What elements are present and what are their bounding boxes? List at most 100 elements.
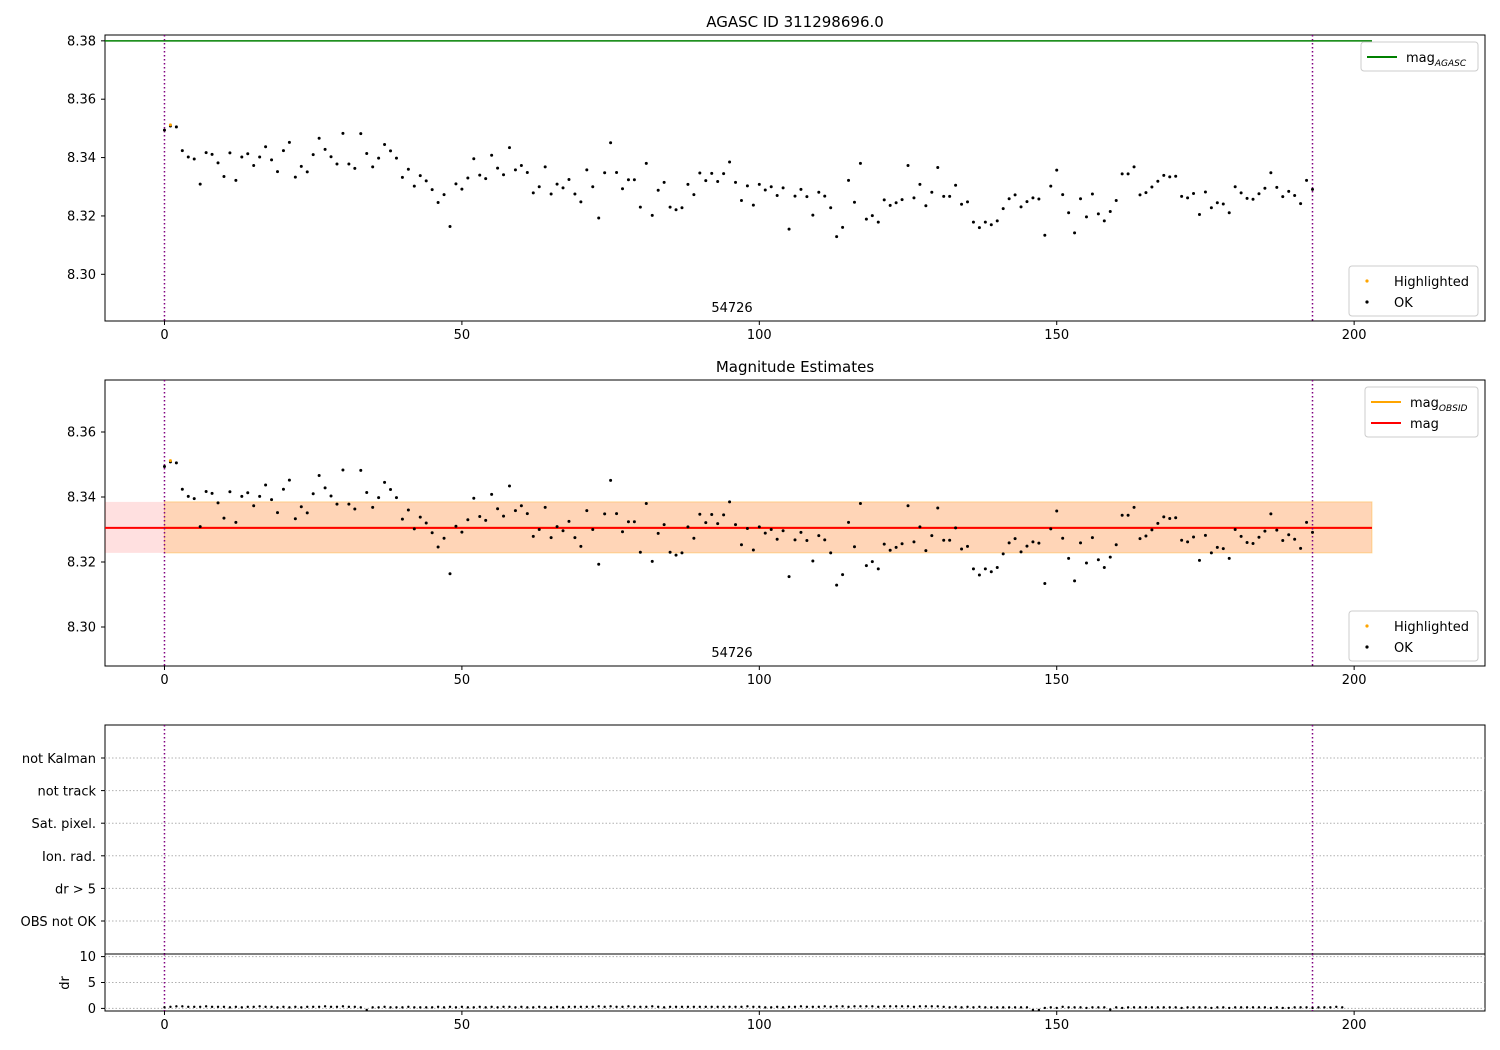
ok-point [1108,555,1112,559]
ok-point [1203,533,1207,537]
ok-point [686,525,690,529]
ok-point [240,155,244,159]
ok-point [870,214,874,218]
dr-point [395,1006,398,1009]
dr-point [538,1005,541,1009]
legend-label: OK [1394,641,1413,656]
ok-point [734,180,738,184]
dr-point [1257,1006,1261,1009]
dr-point [752,1005,755,1009]
ok-point [936,165,940,169]
legend-label: Highlighted [1394,620,1469,635]
ok-point [400,175,404,179]
ok-point [835,583,839,587]
ok-point [276,170,279,174]
dr-point [1311,1006,1314,1010]
ok-point [1061,536,1065,540]
dr-point [871,1005,874,1008]
ok-point [1221,202,1225,206]
ok-point [722,172,726,176]
ok-point [478,515,482,518]
ok-point [692,536,696,540]
ok-point [1221,547,1225,551]
ok-point [216,161,220,165]
dr-point [799,1005,803,1008]
dr-point [1222,1006,1225,1009]
ok-point [1055,168,1059,172]
dr-point [270,1005,273,1009]
dr-point [365,1008,368,1012]
ok-point [1287,189,1291,193]
ok-point [525,512,529,516]
ok-point [1311,187,1314,191]
dr-point [811,1005,815,1009]
ok-point [490,492,494,496]
dr-point [847,1005,850,1009]
ok-point [1275,185,1279,189]
dr-point [228,1006,232,1009]
ok-point [841,225,845,229]
x-tick-label: 0 [160,673,168,688]
ok-point [936,506,940,510]
ok-point [585,509,589,513]
dr-point [639,1005,642,1009]
dr-point [252,1005,255,1009]
dr-point [472,1006,475,1009]
ok-point [989,223,993,227]
ok-point [496,166,500,170]
ok-point [609,478,613,482]
legend-label-subscript: AGASC [1434,59,1467,69]
ok-point [264,483,268,487]
ok-point [948,194,952,198]
panel1-obs-label: 54726 [711,301,752,316]
ok-point [162,128,166,132]
dr-point [1204,1006,1207,1009]
dr-point [633,1005,636,1009]
x-tick-label: 150 [1044,1018,1069,1033]
x-tick-label: 50 [454,1018,471,1033]
ok-point [1019,205,1023,209]
ok-point [418,515,422,519]
ok-point [847,178,851,182]
ok-point [1120,172,1124,176]
dr-point [585,1005,589,1009]
ok-point [918,182,922,186]
dr-point [1132,1006,1136,1009]
ok-point [383,480,387,484]
dr-point [787,1005,791,1009]
ok-point [716,180,720,184]
ok-point [603,512,607,516]
dr-point [1281,1006,1284,1010]
ok-point [311,492,315,496]
dr-point [1067,1006,1070,1009]
ok-point [876,567,880,571]
magnitude-estimates-panel: Magnitude Estimates 54726 0 50 100 150 200 8.… [67,358,1486,688]
ok-point [1305,178,1309,182]
ok-point [430,531,434,535]
dr-point [883,1005,886,1008]
ok-point [1055,509,1059,513]
ok-point [186,155,190,159]
dr-point [1138,1006,1142,1009]
ok-point [900,542,904,546]
ok-point [704,179,708,183]
ok-point [1144,191,1148,195]
dr-point [389,1006,392,1009]
ok-point [1293,537,1297,541]
dr-point [347,1005,351,1009]
ok-point [1180,538,1184,542]
ok-point [1043,581,1047,585]
ok-point [1209,551,1213,555]
ok-point [1275,528,1279,532]
dr-point [728,1005,731,1009]
dr-point [520,1005,523,1009]
legend-label: OK [1394,296,1413,311]
ok-point [1197,212,1201,216]
ok-point [686,182,690,186]
y-tick-label: 0 [88,1002,96,1017]
ok-point [567,519,571,523]
ok-point [466,176,470,180]
ok-point [252,504,256,508]
ok-point [966,544,969,548]
